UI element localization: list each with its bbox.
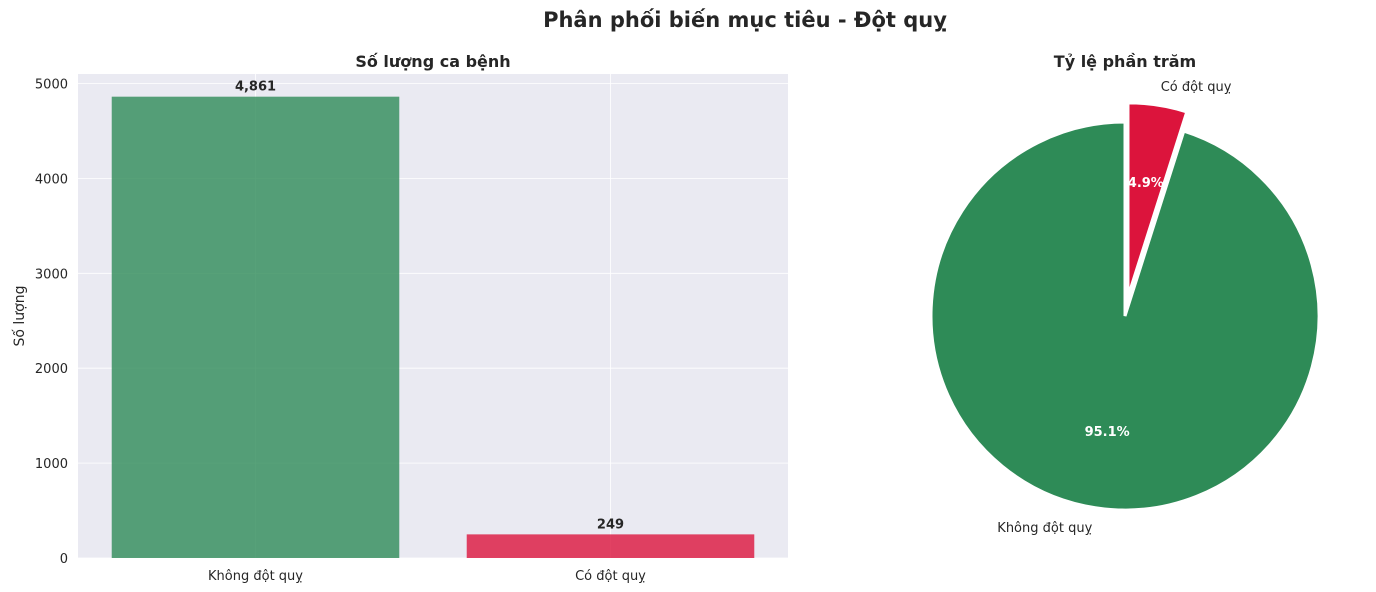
pie-slice [929, 120, 1321, 512]
bar-value-label: 249 [597, 517, 624, 532]
pie-slice [1126, 101, 1189, 298]
y-axis-label: Số lượng [11, 286, 28, 347]
pie-category-label: Có đột quỵ [1161, 80, 1232, 95]
pie-category-label: Không đột quỵ [997, 521, 1092, 536]
y-tick-label: 4000 [35, 172, 68, 187]
x-tick-label: Có đột quỵ [575, 569, 646, 584]
x-tick-labels: Không đột quỵ Có đột quỵ [208, 569, 646, 584]
y-tick-label: 5000 [35, 77, 68, 92]
figure-title: Phân phối biến mục tiêu - Đột quỵ [543, 8, 947, 32]
y-tick-label: 1000 [35, 457, 68, 472]
y-tick-label: 0 [60, 552, 68, 567]
y-tick-label: 3000 [35, 267, 68, 282]
pie-chart-title: Tỷ lệ phần trăm [1054, 52, 1196, 71]
y-tick-label: 2000 [35, 362, 68, 377]
bar-marks: 4,861 249 [111, 80, 755, 558]
y-tick-labels: 0 1000 2000 3000 4000 5000 [35, 77, 68, 567]
bar-chart-title: Số lượng ca bệnh [355, 52, 510, 71]
bar [466, 534, 755, 558]
bar [111, 96, 400, 558]
bar-value-label: 4,861 [235, 80, 276, 95]
x-tick-label: Không đột quỵ [208, 569, 303, 584]
pie-percent-label: 4.9% [1128, 176, 1164, 191]
pie-labels: 95.1% Không đột quỵ 4.9% Có đột quỵ [997, 80, 1231, 536]
bar-chart-panel: 4,861 249 0 1000 2000 3000 4000 5000 Không đột… [11, 52, 788, 584]
pie-percent-label: 95.1% [1085, 425, 1130, 440]
pie-chart-panel: Tỷ lệ phần trăm 95.1% Không đột quỵ 4.9% Có… [929, 52, 1321, 536]
pie-marks [929, 101, 1321, 512]
